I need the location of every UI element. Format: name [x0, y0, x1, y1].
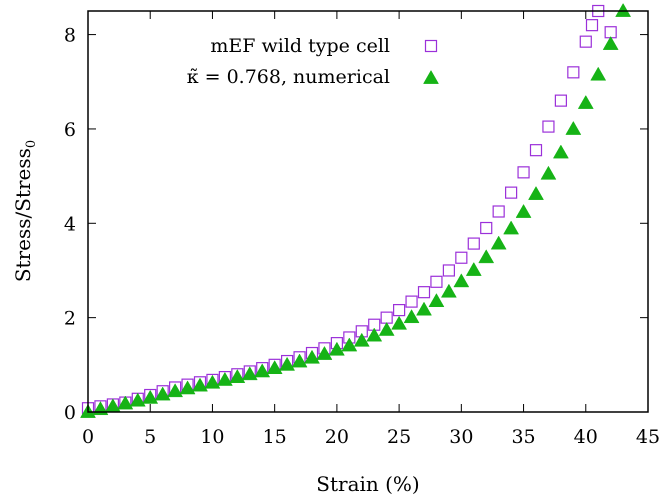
triangle-point: [154, 386, 171, 401]
axis-ticks: [87, 11, 649, 413]
triangle-point: [577, 94, 594, 109]
triangle-point: [540, 165, 557, 180]
legend-square-marker: [424, 39, 438, 53]
triangle-point: [229, 369, 246, 383]
triangle-point: [266, 360, 283, 375]
x-tick-label-2: 10: [200, 426, 224, 448]
triangle-point: [254, 363, 271, 378]
y-axis-label: Stress/Stress0: [11, 140, 39, 282]
triangle-point: [528, 186, 544, 200]
series-1: [80, 2, 632, 418]
y-tick-label-1: 2: [64, 308, 76, 330]
triangle-point: [416, 301, 432, 316]
y-tick-label-3: 6: [64, 119, 76, 141]
triangle-point: [129, 392, 146, 407]
triangle-point: [515, 203, 532, 218]
x-tick-labels: 0 5 10 15 20 25 30 35 40 45: [82, 426, 660, 448]
triangle-point: [241, 366, 258, 381]
triangle-point: [440, 283, 457, 298]
triangle-point: [428, 293, 445, 308]
square-point: [467, 237, 480, 250]
triangle-point: [590, 66, 607, 81]
square-point: [529, 144, 543, 157]
triangle-point: [503, 220, 520, 235]
x-tick-label-3: 15: [263, 426, 287, 448]
square-point: [554, 94, 567, 107]
square-point: [585, 19, 599, 32]
plot-marks: [80, 2, 632, 418]
x-tick-label-0: 0: [82, 426, 94, 448]
triangle-point: [366, 327, 383, 342]
y-tick-label-4: 8: [64, 25, 76, 47]
square-point: [517, 166, 530, 179]
x-tick-label-9: 45: [636, 426, 660, 448]
triangle-point: [304, 349, 320, 364]
square-point: [442, 264, 455, 277]
legend-label-0: mEF wild type cell: [210, 35, 390, 57]
triangle-point: [341, 337, 358, 352]
y-tick-label-2: 4: [64, 213, 76, 235]
triangle-point: [602, 36, 619, 50]
legend-swatch-0: [424, 39, 438, 53]
x-tick-label-1: 5: [144, 426, 156, 448]
legend-label-1: κ̃ = 0.768, numerical: [187, 66, 390, 88]
triangle-point: [142, 389, 159, 404]
triangle-point: [490, 235, 507, 250]
triangle-point: [192, 377, 208, 392]
triangle-point: [216, 371, 233, 386]
plot-frame: [87, 10, 649, 413]
legend-swatch-1: [423, 69, 439, 84]
square-point: [405, 295, 418, 308]
triangle-point: [552, 144, 569, 159]
y-axis-label-main: Stress/Stress: [11, 148, 35, 282]
square-point: [579, 35, 592, 48]
triangle-point: [167, 383, 184, 398]
square-point: [393, 303, 406, 317]
triangle-point: [565, 120, 582, 135]
triangle-point: [291, 353, 308, 368]
square-point: [380, 311, 393, 324]
square-point: [492, 205, 505, 218]
triangle-point: [328, 341, 345, 356]
y-tick-label-0: 0: [64, 402, 76, 424]
y-axis-label-subscript: 0: [24, 140, 39, 148]
triangle-point: [378, 321, 395, 336]
y-tick-labels: 0 2 4 6 8: [64, 25, 76, 424]
legend-triangle-marker: [423, 69, 439, 84]
square-point: [480, 221, 493, 235]
x-tick-label-6: 30: [449, 426, 473, 448]
square-point: [455, 251, 468, 264]
x-axis-label: Strain (%): [316, 472, 419, 496]
square-point: [430, 275, 443, 288]
legend: mEF wild type cell κ̃ = 0.768, numerical: [187, 35, 439, 88]
square-point: [542, 120, 555, 133]
triangle-point: [117, 395, 134, 410]
triangle-point: [453, 273, 470, 288]
triangle-point: [353, 332, 370, 347]
square-point: [417, 286, 431, 299]
triangle-point: [316, 345, 333, 360]
triangle-point: [465, 261, 482, 276]
square-point: [505, 186, 518, 199]
triangle-point: [391, 315, 408, 330]
triangle-point: [478, 249, 495, 264]
x-tick-label-5: 25: [387, 426, 411, 448]
x-tick-label-7: 35: [511, 426, 535, 448]
x-tick-label-8: 40: [574, 426, 598, 448]
triangle-point: [179, 380, 196, 395]
triangle-point: [279, 356, 296, 371]
triangle-point: [403, 309, 420, 324]
square-point: [567, 66, 580, 79]
triangle-point: [615, 2, 632, 17]
triangle-point: [204, 374, 221, 389]
x-tick-label-4: 20: [325, 426, 349, 448]
